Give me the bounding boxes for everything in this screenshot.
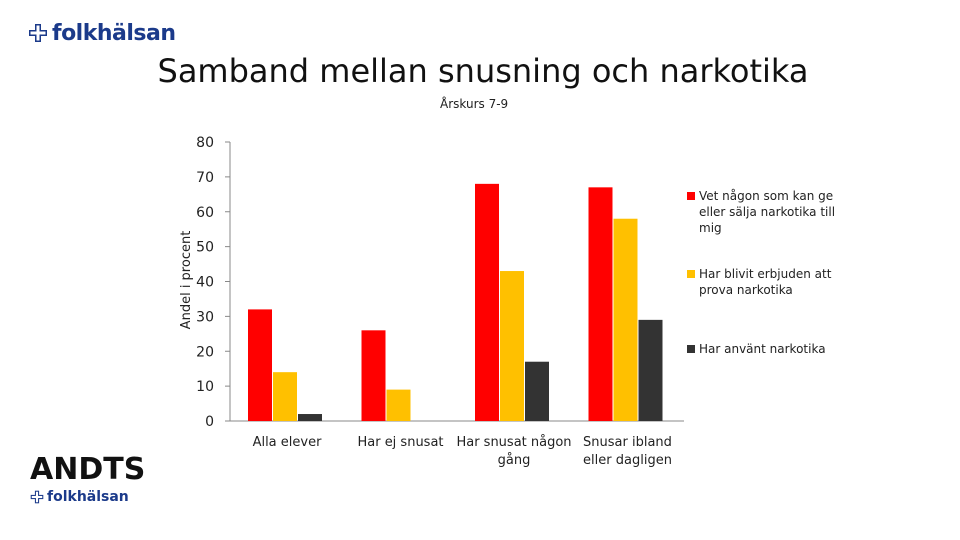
legend-label: eller sälja narkotika till — [699, 205, 835, 219]
legend-label: Har använt narkotika — [699, 342, 826, 356]
legend-swatch — [687, 345, 695, 353]
legend-swatch — [687, 192, 695, 200]
legend-label: Har blivit erbjuden att — [699, 267, 832, 281]
bar — [525, 361, 549, 421]
chart-title: Samband mellan snusning och narkotika — [157, 52, 809, 90]
bar — [475, 183, 499, 421]
chart-subtitle: Årskurs 7-9 — [440, 97, 509, 111]
y-tick-label: 60 — [196, 205, 214, 221]
y-tick-label: 10 — [196, 379, 214, 395]
bar — [386, 389, 411, 421]
brand-name-small: folkhälsan — [47, 489, 129, 505]
bar — [248, 309, 272, 421]
x-category-label: Snusar ibland — [583, 435, 672, 450]
y-tick-label: 70 — [196, 170, 214, 186]
x-category-label: Har snusat någon — [456, 435, 571, 450]
bar — [638, 319, 663, 421]
cross-icon — [30, 490, 44, 504]
andts-wordmark: ANDTS — [30, 452, 146, 487]
legend-label: prova narkotika — [699, 283, 793, 297]
brand-name: folkhälsan — [52, 20, 176, 46]
y-tick-label: 20 — [196, 344, 214, 360]
x-category-label: eller dagligen — [583, 453, 672, 468]
y-tick-label: 0 — [205, 414, 214, 430]
bar — [298, 414, 322, 421]
y-tick-label: 30 — [196, 309, 214, 325]
y-axis-title: Andel i procent — [179, 231, 194, 330]
y-tick-label: 40 — [196, 275, 214, 291]
legend-swatch — [687, 270, 695, 278]
bar — [613, 218, 638, 421]
x-category-label: gång — [498, 453, 531, 468]
cross-icon — [29, 24, 47, 42]
bar — [588, 187, 613, 421]
legend-label: mig — [699, 221, 722, 235]
y-tick-label: 80 — [196, 135, 214, 151]
x-category-label: Alla elever — [253, 435, 323, 450]
folkhalsan-logo-top: folkhälsan — [28, 18, 176, 48]
andts-logo: ANDTS folkhälsan — [30, 452, 145, 505]
bar — [361, 330, 386, 421]
bar — [500, 271, 524, 421]
y-tick-label: 50 — [196, 240, 214, 256]
legend-label: Vet någon som kan ge — [699, 189, 833, 203]
bar — [273, 372, 297, 421]
x-category-label: Har ej snusat — [357, 435, 443, 450]
